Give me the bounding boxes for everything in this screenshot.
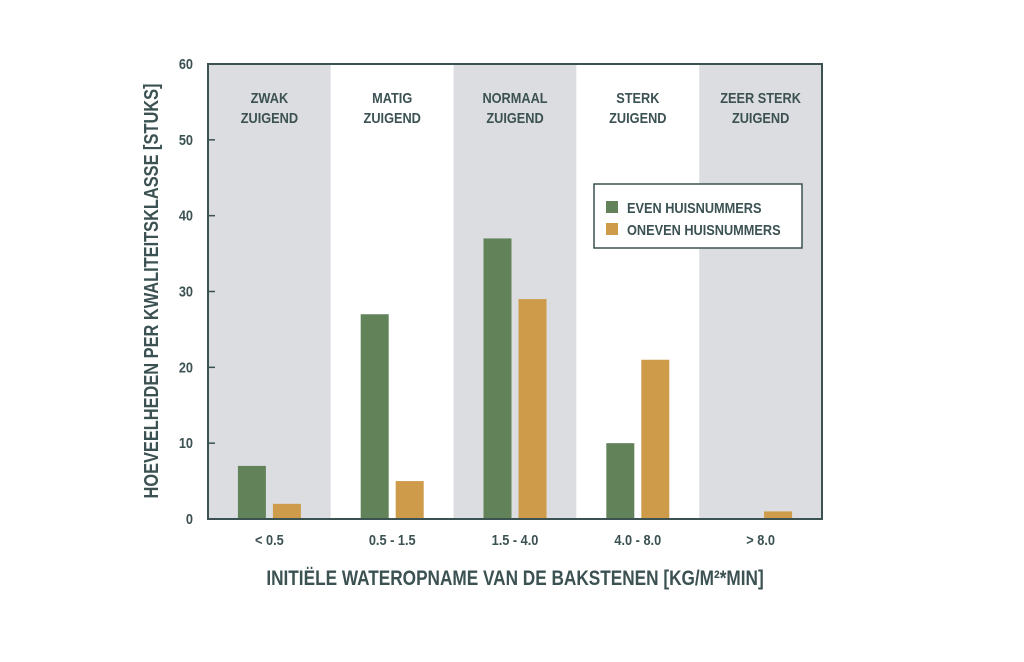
- x-tick-label: > 8.0: [746, 531, 775, 548]
- y-tick-label: 30: [179, 282, 193, 299]
- y-tick-label: 50: [179, 131, 193, 148]
- band-label: ZUIGEND: [486, 109, 543, 126]
- y-tick-label: 60: [179, 55, 193, 72]
- x-axis-label: INITIËLE WATEROPNAME VAN DE BAKSTENEN [K…: [266, 568, 763, 591]
- y-tick-label: 20: [179, 358, 193, 375]
- band-0: [208, 64, 331, 519]
- band-label: MATIG: [372, 89, 412, 106]
- legend-swatch-0: [606, 201, 618, 213]
- band-label: ZWAK: [251, 89, 288, 106]
- x-tick-label: 4.0 - 8.0: [614, 531, 661, 548]
- band-4: [699, 64, 822, 519]
- band-label: ZUIGEND: [609, 109, 666, 126]
- legend: EVEN HUISNUMMERS ONEVEN HUISNUMMERS: [593, 183, 803, 249]
- legend-label: EVEN HUISNUMMERS: [627, 199, 761, 216]
- band-backgrounds: [208, 64, 822, 519]
- bar-oneven-0: [272, 503, 301, 519]
- y-axis: 0 10 20 30 40 50 60: [179, 55, 215, 527]
- bar-oneven-2: [518, 299, 547, 519]
- y-tick-label: 0: [186, 510, 193, 527]
- y-tick-label: 10: [179, 434, 193, 451]
- y-tick-label: 40: [179, 207, 193, 224]
- band-3: [576, 64, 700, 519]
- band-label: NORMAAL: [482, 89, 548, 106]
- band-label: ZUIGEND: [241, 109, 298, 126]
- x-tick-label: 0.5 - 1.5: [369, 531, 416, 548]
- x-tick-label: 1.5 - 4.0: [492, 531, 539, 548]
- legend-swatch-1: [606, 223, 618, 235]
- band-label: ZUIGEND: [732, 109, 789, 126]
- y-axis-label: HOEVEELHEDEN PER KWALITEITSKLASSE [STUKS…: [139, 84, 162, 499]
- legend-box: [593, 183, 803, 249]
- bar-even-0: [237, 465, 266, 519]
- bar-even-3: [606, 443, 635, 519]
- band-2: [453, 64, 577, 519]
- bar-even-1: [360, 314, 389, 519]
- bars: [237, 238, 793, 519]
- bar-oneven-1: [395, 481, 424, 519]
- x-tick-label: < 0.5: [255, 531, 284, 548]
- band-labels: ZWAK ZUIGEND MATIG ZUIGEND NORMAAL ZUIGEND STE…: [241, 89, 801, 126]
- bar-oneven-3: [641, 359, 670, 519]
- bar-even-2: [483, 238, 512, 519]
- band-label: ZUIGEND: [364, 109, 421, 126]
- band-1: [330, 64, 454, 519]
- x-axis: < 0.5 0.5 - 1.5 1.5 - 4.0 4.0 - 8.0 > 8.0: [255, 531, 775, 548]
- bar-oneven-4: [764, 511, 793, 519]
- band-label: STERK: [616, 89, 659, 106]
- legend-label: ONEVEN HUISNUMMERS: [627, 221, 781, 238]
- band-label: ZEER STERK: [720, 89, 801, 106]
